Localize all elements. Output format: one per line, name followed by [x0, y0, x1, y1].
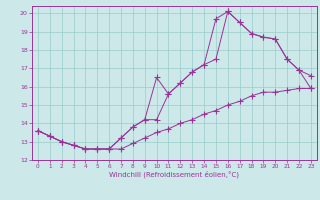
X-axis label: Windchill (Refroidissement éolien,°C): Windchill (Refroidissement éolien,°C)	[109, 171, 239, 178]
